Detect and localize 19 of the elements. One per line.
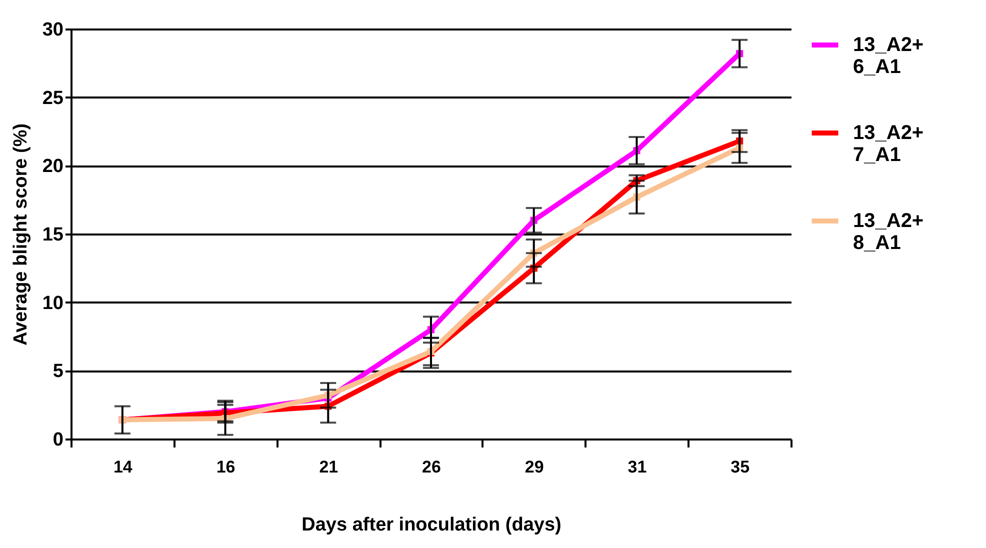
y-tick-label: 10	[42, 292, 64, 314]
y-tick-label: 15	[42, 224, 64, 246]
y-tick-label: 0	[52, 430, 64, 450]
x-tick-label: 21	[319, 458, 338, 476]
x-tick-label: 35	[730, 458, 750, 476]
x-axis-title: Days after inoculation (days)	[302, 514, 562, 536]
x-tick-label: 26	[422, 458, 441, 476]
y-tick-label: 5	[52, 361, 64, 382]
y-axis-title: Average blight score (%)	[10, 123, 32, 346]
legend-label: 13_A2+7_A1	[853, 122, 924, 166]
x-tick-label: 14	[113, 458, 133, 476]
x-tick-label: 16	[216, 458, 236, 476]
legend-label: 13_A2+6_A1	[853, 34, 924, 78]
x-tick-label: 29	[524, 458, 544, 476]
legend-label: 13_A2+8_A1	[853, 210, 924, 254]
y-tick-label: 20	[42, 156, 64, 178]
y-tick-label: 25	[42, 88, 64, 109]
x-tick-label: 31	[628, 458, 647, 476]
y-tick-label: 30	[42, 20, 64, 40]
